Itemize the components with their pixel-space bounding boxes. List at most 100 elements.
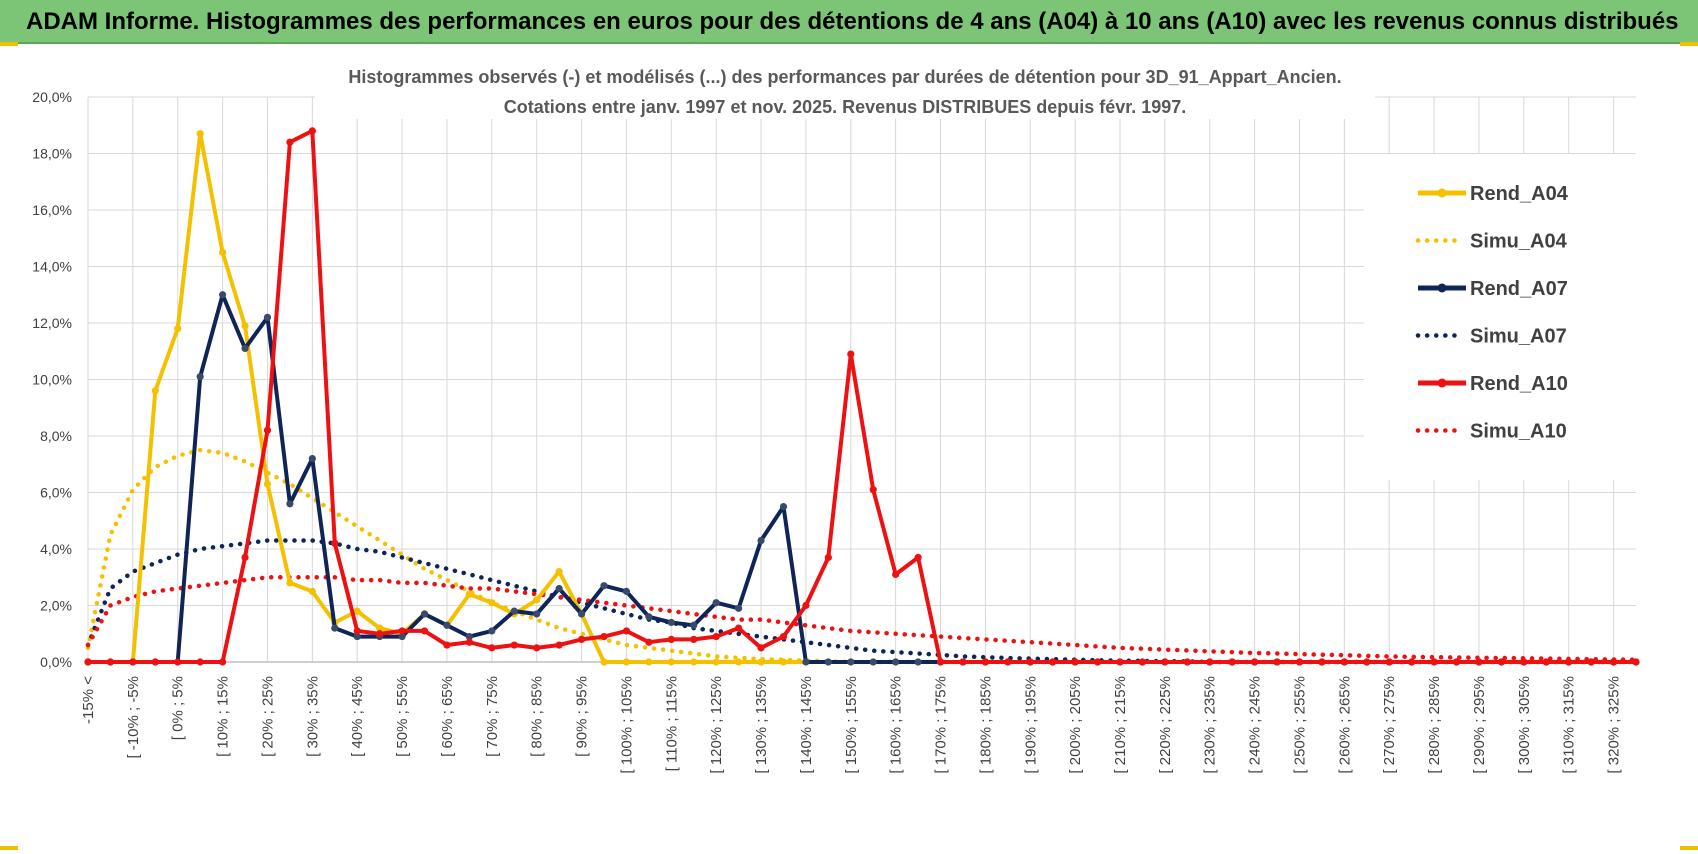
- rend-a10-point: [1520, 658, 1528, 666]
- x-tick-label: [ 270% ; 275%: [1381, 676, 1398, 774]
- rend-a10-point: [1206, 658, 1214, 666]
- rend-a07-point: [667, 618, 675, 627]
- x-tick-label: [ 0% ; 5%: [170, 676, 187, 740]
- y-tick-label: 0,0%: [40, 654, 72, 670]
- rend-a04-point: [645, 658, 653, 666]
- rend-a07-point: [622, 587, 631, 595]
- rend-a10-point: [1632, 658, 1640, 666]
- x-tick-label: [ 60% ; 65%: [439, 676, 456, 757]
- rend-a10-point: [622, 627, 631, 635]
- rend-a10-point: [959, 658, 967, 666]
- rend-a10-point: [757, 644, 765, 652]
- rend-a10-point: [1093, 658, 1102, 666]
- rend-a10-point: [914, 553, 922, 562]
- x-tick-label: [ 190% ; 195%: [1022, 676, 1039, 774]
- rend-a10-point: [1408, 658, 1416, 666]
- rend-a10-point: [1138, 658, 1147, 666]
- rend-a10-point: [735, 624, 743, 632]
- x-tick-label: [ 250% ; 255%: [1291, 676, 1308, 774]
- rend-a10-point: [398, 627, 406, 635]
- x-tick-label: [ 280% ; 285%: [1426, 676, 1443, 774]
- rend-a10-point: [174, 658, 182, 666]
- rend-a10-point: [645, 638, 653, 646]
- rend-a07-point: [308, 455, 316, 463]
- y-tick-label: 18,0%: [32, 146, 72, 162]
- x-tick-label: [ 110% ; 115%: [663, 676, 680, 771]
- rend-a04-legend-label: Rend_A04: [1470, 183, 1569, 205]
- rend-a10-point: [1542, 658, 1550, 666]
- x-tick-label: [ 50% ; 55%: [394, 676, 411, 757]
- rend-a10-point: [376, 630, 384, 638]
- rend-a04-point: [263, 480, 272, 488]
- rend-a07-point: [892, 658, 900, 666]
- rend-a07-point: [735, 604, 743, 612]
- x-tick-label: [ 90% ; 95%: [574, 676, 591, 757]
- rend-a10-point: [151, 658, 159, 666]
- x-tick-label: [ 70% ; 75%: [484, 676, 501, 757]
- rend-a10-point: [443, 641, 451, 649]
- rend-a04-point: [376, 624, 384, 632]
- rend-a10-point: [555, 641, 563, 649]
- rend-a10-point: [981, 658, 989, 666]
- rend-a10-point: [577, 635, 586, 644]
- rend-a04-point: [286, 579, 294, 587]
- rend-a04-point: [712, 658, 720, 666]
- y-tick-label: 8,0%: [40, 428, 72, 444]
- rend-a07-point: [914, 658, 922, 666]
- simu-a10-legend-label: Simu_A10: [1470, 421, 1567, 443]
- rend-a10-point: [129, 658, 137, 666]
- rend-a07-legend-dot: [1437, 283, 1447, 293]
- rend-a04-point: [219, 248, 227, 256]
- rend-a10-point: [1475, 658, 1483, 666]
- rend-a10-point: [106, 658, 115, 666]
- rend-a04-point: [690, 658, 698, 666]
- rend-a10-point: [1004, 658, 1012, 666]
- y-tick-label: 20,0%: [32, 89, 72, 105]
- rend-a10-point: [1609, 658, 1618, 666]
- rend-a04-point: [241, 322, 249, 330]
- rend-a10-point: [1295, 658, 1304, 666]
- rend-a10-point: [533, 644, 541, 652]
- rend-a04-point: [196, 130, 204, 138]
- rend-a10-point: [510, 641, 518, 649]
- rend-a10-point: [802, 601, 810, 610]
- x-tick-label: [ 260% ; 265%: [1336, 676, 1353, 774]
- rend-a07-point: [353, 632, 361, 641]
- x-tick-label: [ 80% ; 85%: [529, 676, 546, 757]
- rend-a07-point: [331, 624, 339, 632]
- rend-a07-point: [420, 610, 429, 618]
- rend-a10-point: [1228, 658, 1236, 666]
- rend-a04-point: [533, 596, 541, 604]
- rend-a10-point: [1049, 658, 1057, 666]
- x-tick-label: [ 320% ; 325%: [1606, 676, 1623, 774]
- rend-a07-point: [555, 584, 563, 593]
- x-tick-label: [ 290% ; 295%: [1471, 676, 1488, 774]
- rend-a04-point: [308, 587, 316, 595]
- rend-a07-point: [488, 627, 496, 635]
- x-tick-label: -15% <: [80, 676, 97, 724]
- rend-a04-point: [779, 658, 788, 666]
- rend-a10-point: [488, 644, 496, 652]
- rend-a04-point: [465, 590, 473, 598]
- x-tick-label: [ 150% ; 155%: [843, 676, 860, 774]
- rend-a10-point: [263, 426, 272, 434]
- rend-a04-point: [488, 599, 496, 607]
- rend-a04-point: [353, 607, 361, 615]
- rend-a10-point: [1183, 658, 1191, 666]
- x-tick-label: [ 240% ; 245%: [1247, 676, 1264, 774]
- rend-a07-point: [241, 344, 249, 353]
- corner-mark: [0, 846, 18, 850]
- rend-a07-point: [712, 599, 720, 607]
- rend-a07-point: [465, 632, 473, 641]
- rend-a07-legend-label: Rend_A07: [1470, 278, 1568, 300]
- chart-titles: Histogrammes observés (-) et modélisés (…: [315, 61, 1375, 119]
- y-tick-label: 14,0%: [32, 259, 72, 275]
- rend-a04-point: [555, 568, 563, 576]
- y-tick-label: 6,0%: [40, 485, 72, 501]
- x-tick-label: [ 220% ; 225%: [1157, 676, 1174, 774]
- rend-a10-point: [241, 553, 249, 562]
- x-tick-label: [ 140% ; 145%: [798, 676, 815, 774]
- rend-a04-point: [622, 658, 631, 666]
- rend-a10-point: [84, 658, 92, 666]
- rend-a10-point: [286, 138, 294, 146]
